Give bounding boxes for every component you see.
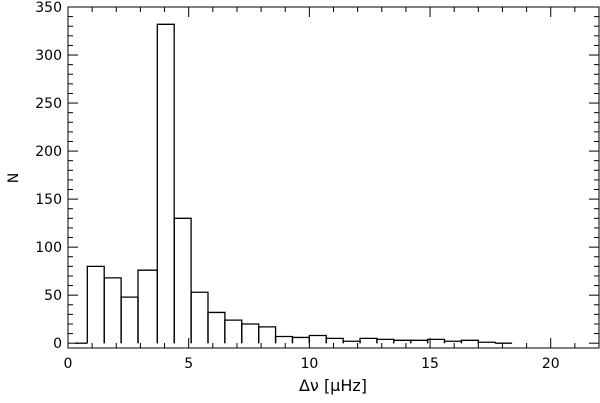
y-tick-label: 250: [35, 96, 62, 112]
histogram-bar: [120, 296, 139, 344]
histogram-bar: [190, 291, 209, 344]
histogram-bar: [477, 341, 496, 344]
x-tick-label: 10: [300, 356, 318, 372]
histogram-bar: [103, 277, 122, 344]
histogram-bar: [173, 217, 192, 344]
plot-frame: [67, 6, 600, 349]
x-tick-label: 0: [64, 356, 73, 372]
histogram-bar: [342, 340, 361, 344]
histogram-bar: [224, 319, 243, 344]
histogram-bar: [443, 340, 463, 344]
histogram-bar: [156, 23, 175, 344]
y-axis-ticks: 0 50 100 150 200 250 300 350: [35, 0, 599, 352]
histogram-bar: [460, 339, 479, 344]
y-axis-label: N: [6, 173, 22, 183]
histogram-bar: [241, 323, 260, 344]
histogram-bar: [291, 336, 311, 344]
y-tick-label: 0: [53, 336, 62, 352]
histogram-bar: [137, 269, 158, 344]
x-axis-ticks: 0 5 10 15 20: [64, 7, 576, 372]
histogram-bar: [376, 338, 395, 344]
y-tick-label: 300: [35, 48, 62, 64]
x-tick-label: 5: [184, 356, 193, 372]
histogram-bar: [207, 311, 226, 344]
histogram-bar: [274, 335, 294, 344]
histogram-bar: [410, 339, 429, 344]
y-tick-label: 150: [35, 192, 62, 208]
x-tick-label: 20: [542, 356, 560, 372]
y-tick-label: 350: [35, 0, 62, 16]
histogram-bars: [75, 23, 513, 344]
histogram-bar: [393, 339, 412, 344]
histogram-bar: [359, 337, 378, 344]
histogram-bar: [325, 337, 344, 344]
histogram-bar: [86, 265, 105, 344]
histogram-bar: [258, 326, 277, 344]
y-tick-label: 200: [35, 144, 62, 160]
y-tick-label: 50: [44, 288, 62, 304]
histogram-bar: [308, 334, 327, 344]
x-axis-label: Δν [μHz]: [299, 376, 367, 395]
y-tick-label: 100: [35, 240, 62, 256]
x-tick-label: 15: [421, 356, 439, 372]
